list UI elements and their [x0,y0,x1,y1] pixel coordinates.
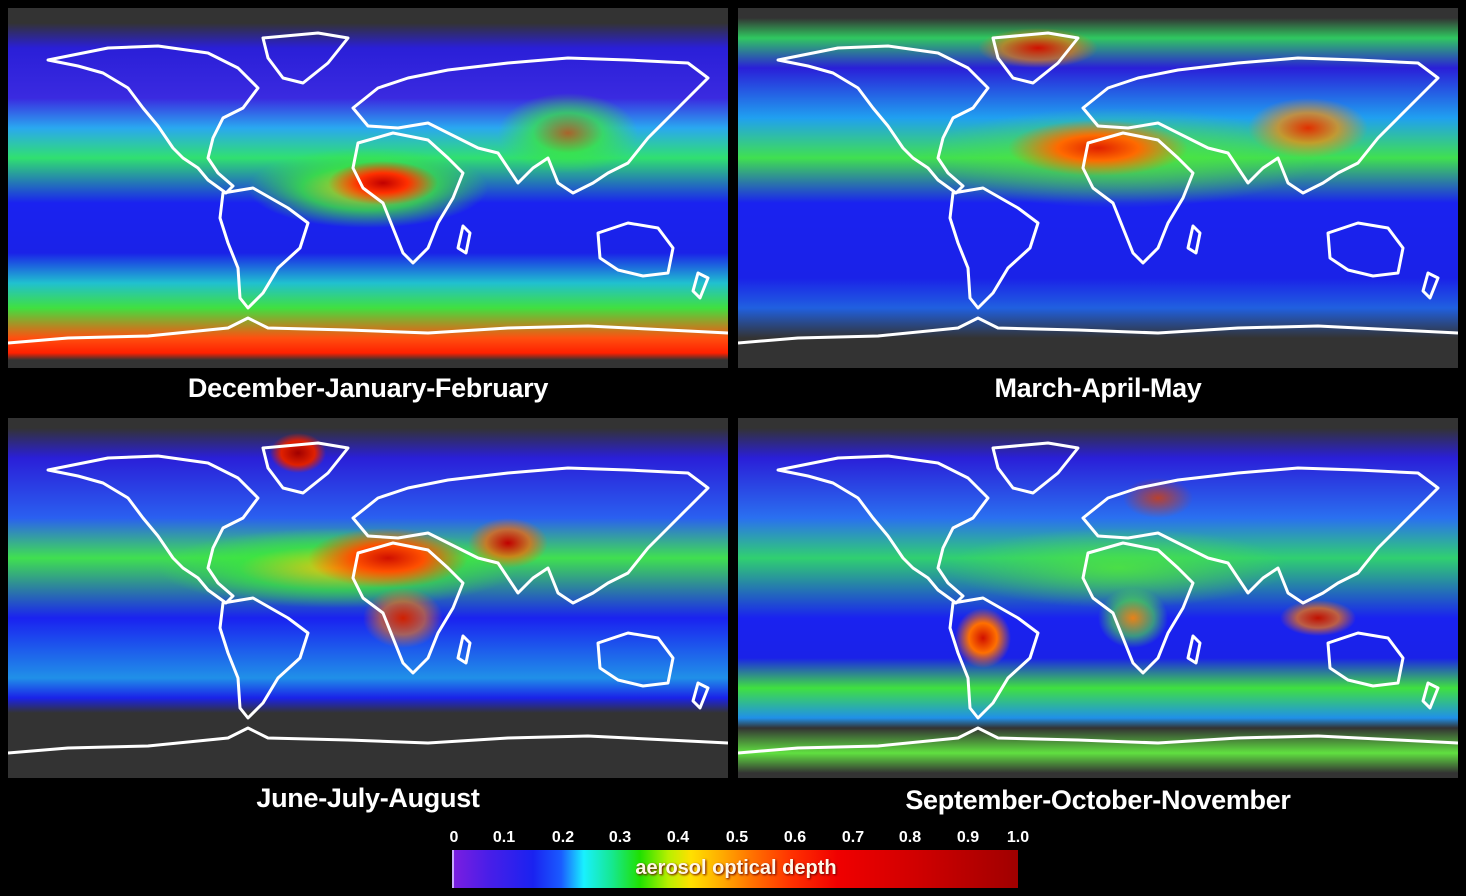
map-panel-djf [8,8,728,368]
aod-heatmap-mam [738,8,1458,368]
tick-label: 0.2 [551,829,575,846]
season-label-djf: December-January-February [187,373,549,403]
map-panel-mam [738,8,1458,368]
map-panel-son [738,418,1458,778]
aod-heatmap-son [738,418,1458,778]
tick-label: 0.7 [841,829,865,846]
season-label-jja: June-July-August [256,783,480,813]
coastline-overlay [8,31,728,345]
tick-label: 0.9 [956,829,980,846]
tick-label: 0.6 [783,829,807,846]
tick-label: 0.4 [666,829,690,846]
tick-label: 0.5 [725,829,749,846]
tick-label: 0.8 [898,829,922,846]
tick-label: 0.1 [492,829,516,846]
tick-label: 0 [449,829,459,846]
tick-label: 0.3 [608,829,632,846]
coastline-overlay [738,31,1458,345]
tick-label: 1.0 [1006,829,1030,846]
season-label-son: September-October-November [905,785,1291,815]
coastline-overlay [8,441,728,755]
colorbar-title: aerosol optical depth [635,857,837,879]
colorbar-ticks: 0 0.1 0.2 0.3 0.4 0.5 0.6 0.7 0.8 0.9 1.… [440,829,1040,849]
season-label-mam: March-April-May [994,373,1202,403]
colorbar: aerosol optical depth [452,850,1018,888]
coastline-overlay [738,441,1458,755]
aod-heatmap-djf [8,8,728,368]
map-panel-jja [8,418,728,778]
aod-heatmap-jja [8,418,728,778]
